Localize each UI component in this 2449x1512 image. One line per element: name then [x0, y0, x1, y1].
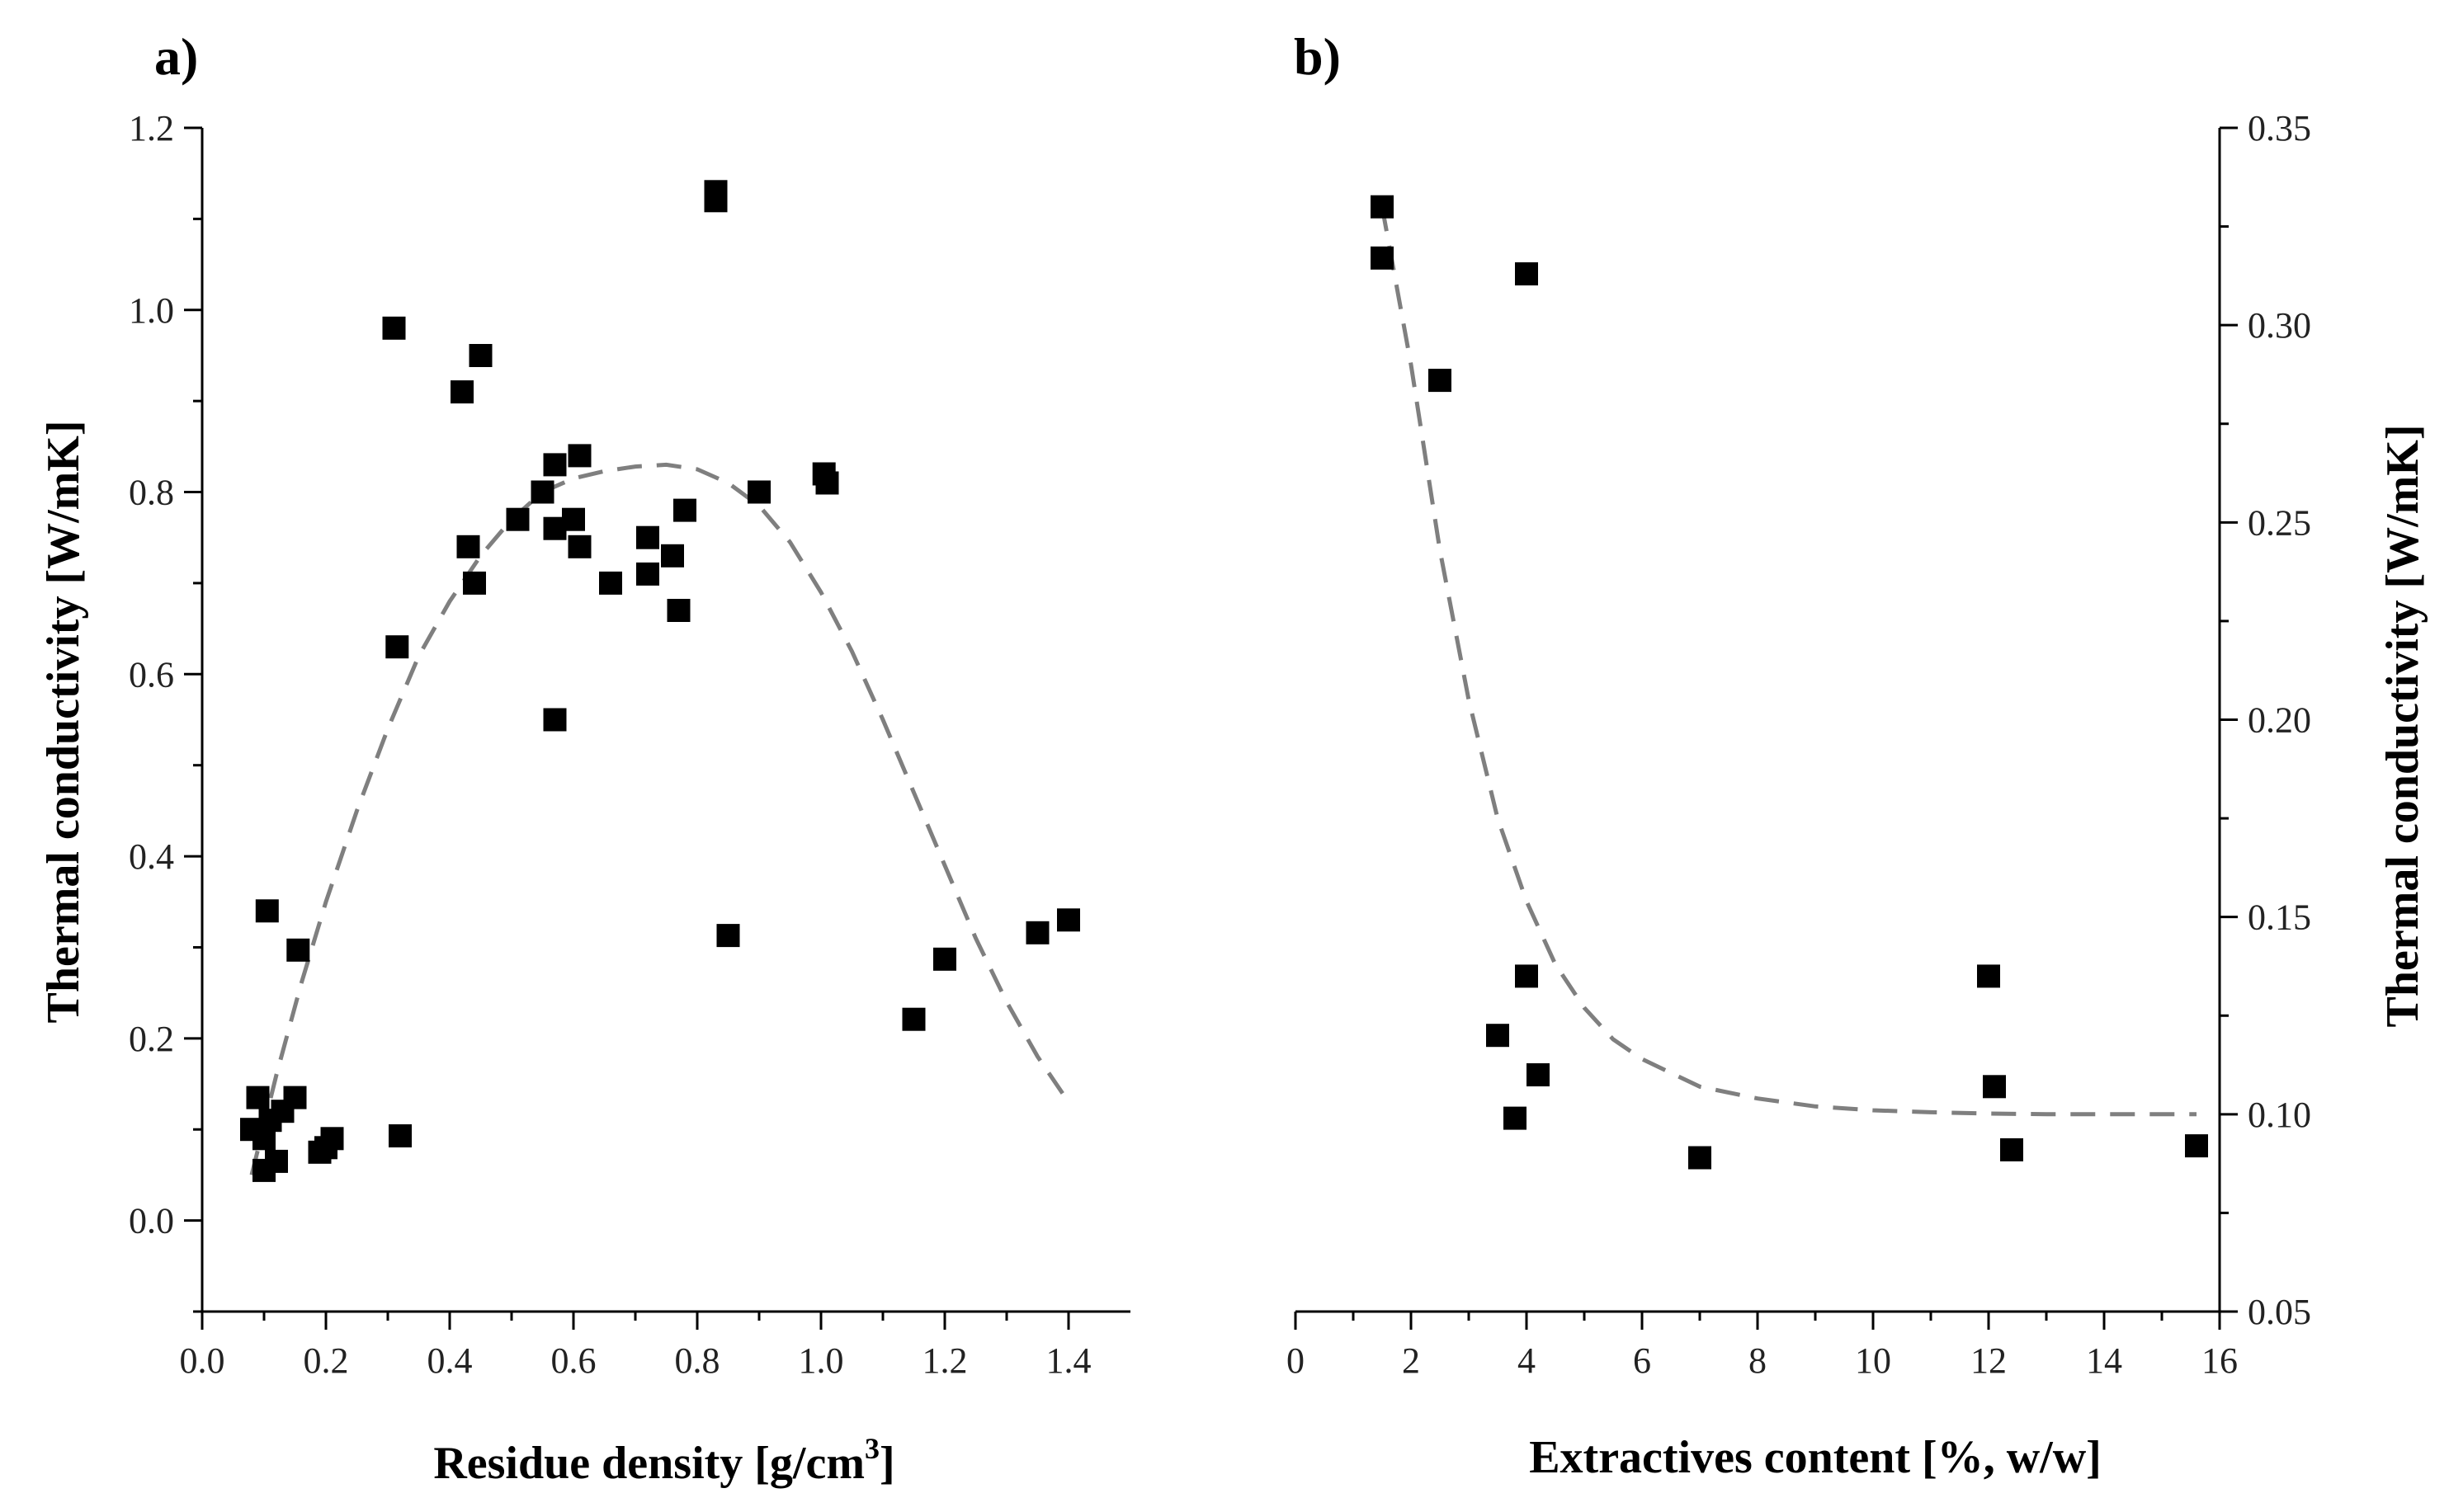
panel-a-x-tick-label: 0.0 — [180, 1340, 225, 1381]
panel-a-y-axis-title: Thermal conductivity [W/mK] — [38, 420, 89, 1023]
panel-a-data-point — [463, 571, 486, 595]
panel-b-data-point — [2000, 1138, 2023, 1161]
panel-a-data-point — [815, 471, 839, 495]
panel-b-y-tick-label: 0.05 — [2248, 1292, 2311, 1332]
panel-a-data-point — [562, 507, 585, 531]
panel-a-x-tick-label: 1.4 — [1046, 1340, 1092, 1381]
panel-a-data-point — [933, 947, 956, 971]
panel-b-axes: 0 2 4 6 8 10 12 14 160.05 0.10 0.15 0.20 0.25 0.30 0.3… — [1286, 108, 2311, 1381]
panel-a-axes: 0.0 0.2 0.4 0.6 0.8 1.0 1.2 1.4 0.0 0.2 0.4 0.6 0.8 1… — [129, 108, 1130, 1381]
panel-a-data-point — [636, 562, 659, 586]
panel-b-data-point — [1371, 246, 1394, 270]
panel-a-data-point — [543, 453, 567, 477]
panel-b-y-tick-label: 0.35 — [2248, 108, 2311, 148]
panel-b-data-point — [1983, 1075, 2006, 1099]
panel-b-data-point — [1486, 1024, 1509, 1048]
panel-a-label: a) — [154, 27, 198, 86]
panel-a-data-point — [543, 708, 567, 732]
panel-b-label: b) — [1294, 27, 1341, 86]
panel-b-x-axis-title: Extractives content [%, w/w] — [1529, 1432, 2102, 1483]
panel-b-y-axis-title: Thermal conductivity [W/mK] — [2377, 424, 2428, 1027]
panel-a-data-point — [531, 480, 554, 504]
panel-a-y-tick-label: 1.0 — [129, 290, 174, 331]
panel-b-data-point — [2185, 1134, 2208, 1158]
panel-a-y-tick-label: 0.6 — [129, 654, 174, 695]
panel-b-x-tick-label: 2 — [1402, 1340, 1420, 1381]
panel-a-x-tick-label: 0.4 — [427, 1340, 473, 1381]
panel-b-x-tick-label: 8 — [1748, 1340, 1767, 1381]
panel-b-fit-curve-group — [1380, 206, 2197, 1117]
panel-b-data-point — [1428, 369, 1451, 393]
panel-b-y-tick-label: 0.25 — [2248, 502, 2311, 543]
panel-a-data-point — [389, 1124, 412, 1147]
panel-b-x-tick-label: 0 — [1286, 1340, 1305, 1381]
panel-a-data-point — [716, 924, 740, 948]
panel-a-data-point — [902, 1007, 926, 1031]
panel-a: a) 0.0 0.2 0.4 0.6 0.8 1.0 1.2 1.40.00.20.40.60… — [38, 27, 1130, 1489]
panel-a-data-point — [748, 480, 771, 504]
panel-a-data-point — [255, 899, 279, 923]
panel-a-data-point — [673, 498, 696, 522]
panel-a-data-point — [382, 316, 406, 340]
panel-b-data-point — [1515, 964, 1538, 988]
panel-a-x-tick-label: 1.0 — [799, 1340, 844, 1381]
panel-a-data-point — [704, 180, 728, 204]
panel-a-data-point — [568, 535, 592, 558]
panel-a-data-point — [568, 444, 592, 468]
panel-b-data-point — [1526, 1063, 1550, 1086]
panel-a-data-point — [265, 1149, 288, 1173]
panel-a-data-point — [1057, 908, 1080, 932]
panel-b-data-point — [1977, 964, 2000, 988]
panel-a-data-point — [320, 1127, 344, 1151]
panel-b-x-tick-label: 10 — [1855, 1340, 1891, 1381]
panel-a-data-point — [469, 344, 493, 367]
panel-a-x-tick-label: 0.8 — [675, 1340, 720, 1381]
panel-b-x-tick-label: 6 — [1633, 1340, 1651, 1381]
panel-a-data-point — [451, 380, 474, 404]
panel-a-data-point — [286, 938, 310, 962]
panel-a-data-point — [283, 1086, 307, 1109]
panel-b-data-point — [1688, 1146, 1711, 1170]
panel-a-data-point — [456, 535, 480, 558]
panel-a-fit-curve-group — [249, 462, 1071, 1175]
panel-a-data-point — [661, 544, 684, 568]
panel-a-data-point — [1026, 921, 1050, 944]
panel-b-data-point — [1371, 195, 1394, 219]
panel-b-y-tick-label: 0.15 — [2248, 897, 2311, 938]
panel-a-y-tick-label: 0.4 — [129, 836, 174, 877]
panel-a-x-axis-title: Residue density [g/cm3] — [433, 1432, 894, 1489]
panel-a-data-point — [599, 571, 622, 595]
panel-a-y-tick-label: 1.2 — [129, 108, 174, 148]
panel-a-x-tick-label: 0.6 — [551, 1340, 597, 1381]
panel-a-data-point — [667, 599, 691, 622]
panel-b-x-tick-label: 16 — [2201, 1340, 2238, 1381]
panel-a-data-point — [506, 507, 530, 531]
panel-b-markers — [1371, 195, 2208, 1170]
panel-b-y-tick-label: 0.20 — [2248, 700, 2311, 741]
panel-a-data-point — [636, 525, 659, 549]
panel-b-x-tick-label: 4 — [1517, 1340, 1536, 1381]
panel-a-markers — [240, 180, 1080, 1182]
panel-a-x-tick-label: 0.2 — [304, 1340, 349, 1381]
panel-a-fit-curve — [249, 462, 1071, 1175]
panel-b-data-point — [1515, 262, 1538, 285]
panel-a-y-tick-label: 0.8 — [129, 473, 174, 513]
panel-a-x-tick-label: 1.2 — [923, 1340, 968, 1381]
panel-b-fit-curve — [1380, 206, 2197, 1117]
panel-a-data-point — [385, 635, 409, 659]
panel-a-y-tick-label: 0.2 — [129, 1019, 174, 1059]
panel-b-y-tick-label: 0.10 — [2248, 1095, 2311, 1135]
panel-b-x-tick-label: 14 — [2086, 1340, 2122, 1381]
panel-b: b) 0 2 4 6 8 10 12 14 160.05 0.10 0.15 0.20 0.25 0.30… — [1286, 27, 2428, 1483]
panel-b-y-tick-label: 0.30 — [2248, 305, 2311, 346]
panel-a-data-point — [246, 1086, 270, 1109]
panel-a-y-tick-label: 0.0 — [129, 1201, 174, 1241]
panel-b-x-tick-label: 12 — [1970, 1340, 2007, 1381]
panel-b-data-point — [1503, 1106, 1526, 1130]
